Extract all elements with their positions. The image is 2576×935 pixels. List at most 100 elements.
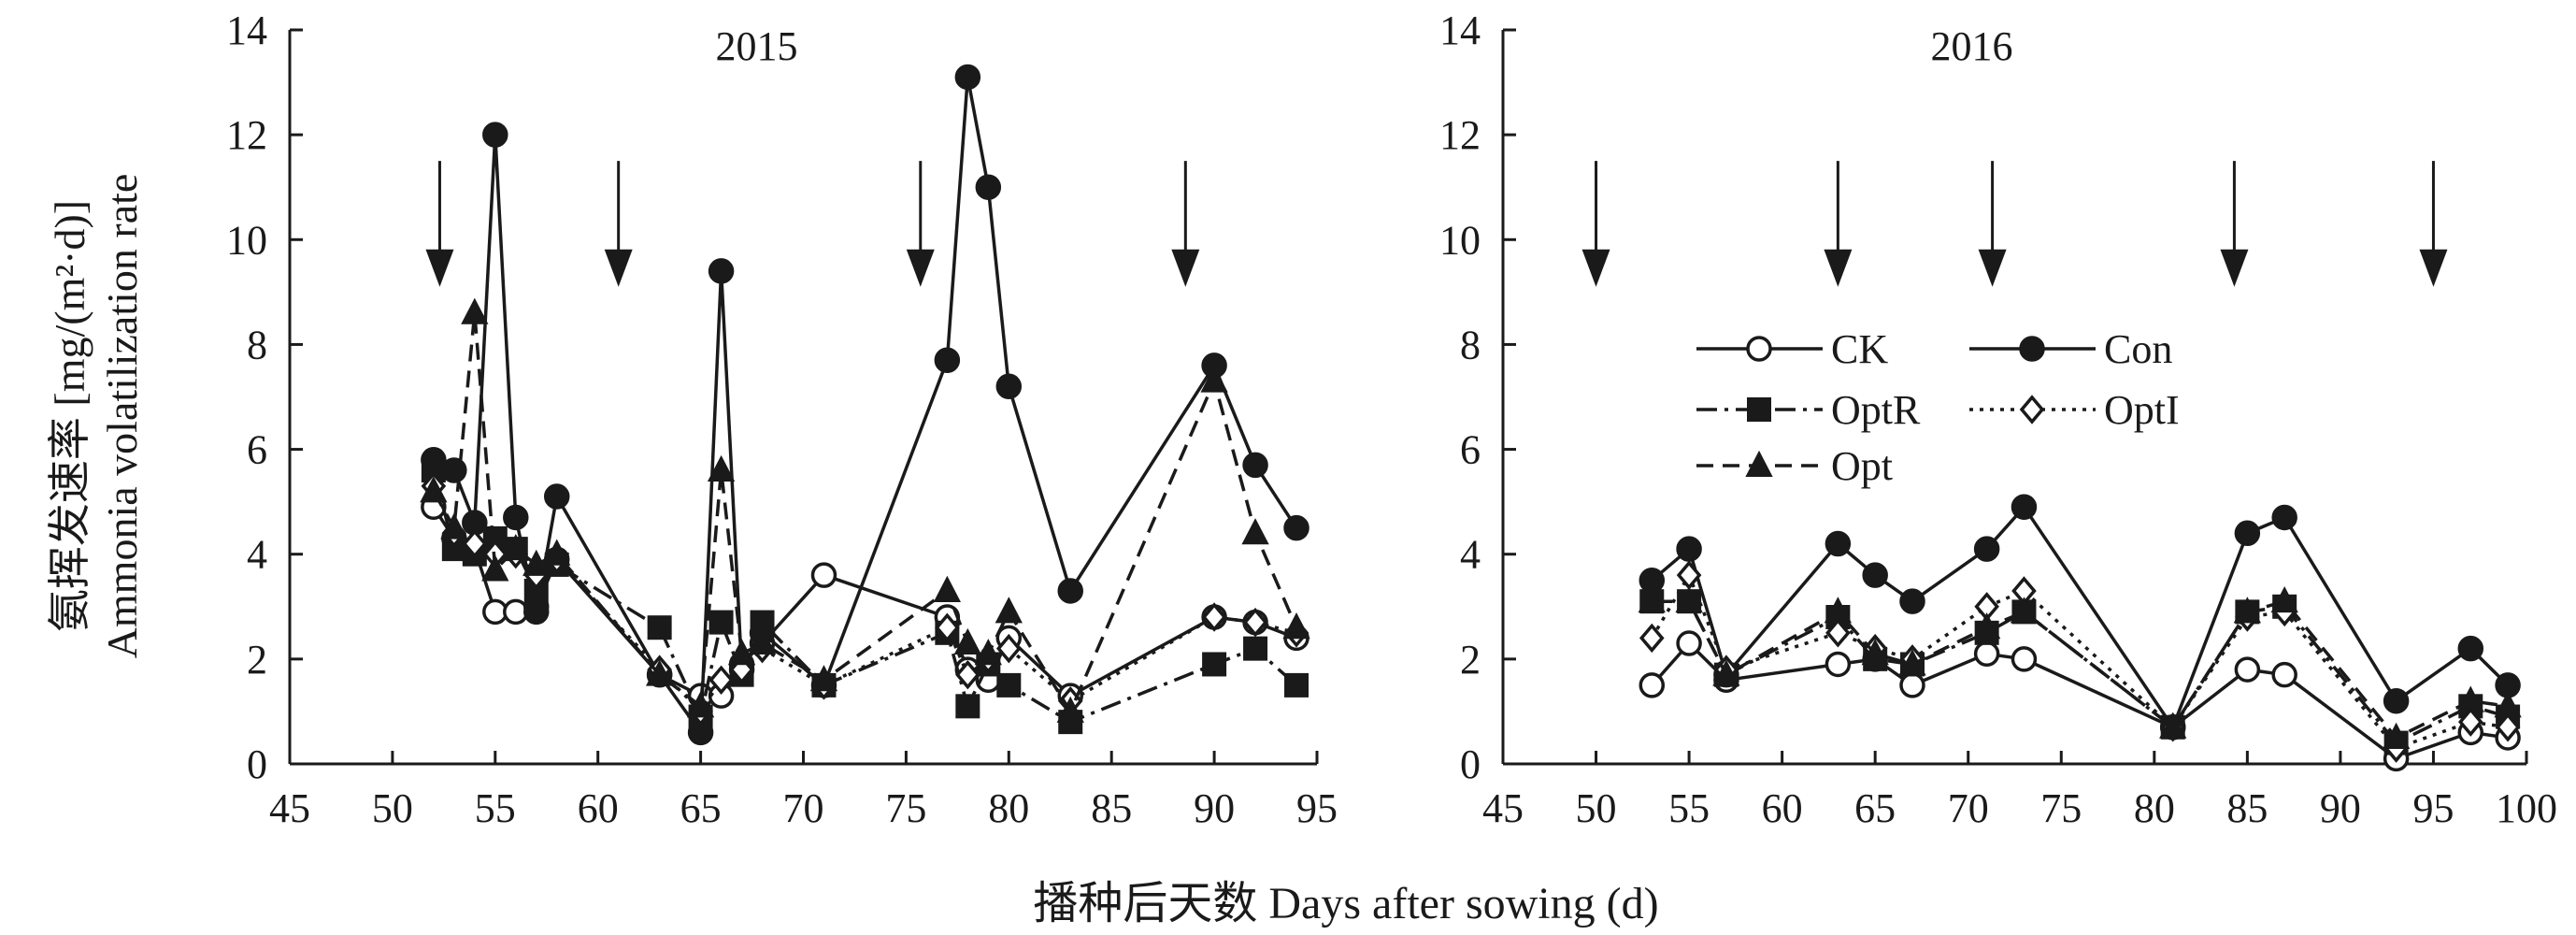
data-point-opt <box>1898 649 1926 676</box>
data-point-opti <box>1242 607 1268 638</box>
data-point-opt <box>1056 696 1084 723</box>
x-tick-label: 60 <box>1762 785 1803 831</box>
data-point-con <box>934 347 961 373</box>
data-point-con <box>1899 588 1925 614</box>
data-point-ck <box>1899 672 1925 698</box>
y-tick-label: 4 <box>247 532 267 578</box>
data-point-opt <box>933 575 962 602</box>
data-point-con <box>2457 635 2484 662</box>
data-point-con <box>995 373 1023 400</box>
x-tick-label: 45 <box>269 785 310 831</box>
data-point-opt <box>543 539 571 566</box>
y-tick-label: 12 <box>226 112 267 158</box>
data-point-opti <box>2495 712 2521 742</box>
data-point-con <box>1676 536 1702 562</box>
data-point-opt <box>1712 659 1740 686</box>
x-tick-label: 70 <box>783 785 824 831</box>
series-line-opti <box>1650 573 2509 750</box>
data-point-opti <box>1201 602 1227 632</box>
y-tick-label: 6 <box>247 427 267 473</box>
data-point-opt <box>1282 612 1310 640</box>
series-line-ck <box>1650 641 2509 761</box>
series-con <box>421 64 1309 746</box>
data-point-opt <box>2159 712 2187 739</box>
x-tick-label: 70 <box>1948 785 1989 831</box>
data-point-opt <box>686 691 715 718</box>
x-tick-label: 80 <box>2134 785 2175 831</box>
data-point-con <box>1862 562 1888 588</box>
data-point-ck <box>1639 672 1666 698</box>
fertilization-arrow-head <box>906 249 935 287</box>
data-point-con <box>2271 504 2297 531</box>
data-point-opti <box>955 659 980 690</box>
data-point-optr <box>647 615 672 640</box>
y-tick-label: 0 <box>247 741 267 787</box>
series-line-opt <box>432 311 1298 713</box>
y-tick-label: 12 <box>1439 112 1481 158</box>
x-tick-label: 50 <box>1576 785 1617 831</box>
y-tick-label: 14 <box>1439 7 1481 53</box>
x-tick-label: 80 <box>988 785 1029 831</box>
series-line-optr <box>1652 599 2509 745</box>
series-line-con <box>1651 505 2510 729</box>
legend-marker-con <box>2019 336 2045 362</box>
data-point-opti <box>935 612 960 642</box>
data-point-ck <box>2011 646 2038 672</box>
data-point-ck <box>1825 651 1852 678</box>
panel-2015: 0 2 4 6 8 10 12 14 45 50 55 60 65 70 75 80 85 90 95 2015 <box>226 7 1338 831</box>
y-tick-label: 2 <box>1460 637 1481 683</box>
x-tick-label: 45 <box>1482 785 1524 831</box>
legend-label-con: Con <box>2104 326 2172 372</box>
fertilization-arrow-head <box>1171 249 1200 287</box>
data-point-con <box>975 174 1002 200</box>
data-point-con <box>1825 530 1852 557</box>
legend-label-optr: OptR <box>1831 387 1921 433</box>
data-point-opt <box>2233 597 2262 624</box>
legend-marker-optr <box>1747 397 1771 422</box>
data-point-con <box>1057 578 1083 604</box>
data-point-optr <box>1243 636 1268 661</box>
x-tick-label: 50 <box>372 785 413 831</box>
series-line-con <box>433 75 1298 735</box>
data-point-opt <box>974 639 1002 666</box>
x-axis-label: 播种后天数 Days after sowing (d) <box>1033 879 1658 928</box>
x-tick-label: 65 <box>680 785 722 831</box>
x-tick-label: 55 <box>1668 785 1710 831</box>
data-point-opt <box>2382 722 2411 749</box>
data-point-opt <box>645 659 674 686</box>
data-point-opt <box>1972 612 2001 640</box>
y-axis-label-chinese: 氨挥发速率 [mg/(m²·d)] <box>46 200 93 632</box>
data-point-opt <box>748 627 777 655</box>
data-point-optr <box>1284 672 1309 698</box>
data-point-opt <box>1675 586 1703 613</box>
x-tick-label: 100 <box>2496 785 2557 831</box>
data-point-con <box>482 122 508 148</box>
x-tick-label: 75 <box>885 785 926 831</box>
data-point-con <box>1242 452 1268 479</box>
series-ck <box>421 494 1309 709</box>
data-point-ck <box>1973 640 2000 667</box>
panel-title: 2016 <box>1931 23 2013 69</box>
fertilization-arrow-head <box>425 249 454 287</box>
x-tick-label: 95 <box>2412 785 2454 831</box>
data-point-opti <box>1639 623 1665 654</box>
y-axis-label-english: Ammonia volatilization rate <box>98 174 146 659</box>
data-point-ck <box>810 562 837 588</box>
data-point-con <box>503 504 529 531</box>
fertilization-arrow-head <box>2220 249 2249 287</box>
legend-label-opti: OptI <box>2104 387 2180 433</box>
y-tick-label: 6 <box>1460 427 1481 473</box>
data-point-opt <box>2494 691 2522 718</box>
y-tick-label: 10 <box>226 217 267 263</box>
data-point-opt <box>995 597 1023 624</box>
fertilization-arrow-head <box>1581 249 1610 287</box>
legend-label-opt: Opt <box>1831 443 1893 489</box>
y-tick-label: 8 <box>247 322 267 367</box>
data-point-opt <box>1638 586 1666 613</box>
data-point-ck <box>2234 656 2261 683</box>
data-point-con <box>2383 687 2410 714</box>
panel-2016: 0 2 4 6 8 10 12 14 45 50 55 60 65 70 75 80 85 90 95 100 2016 <box>1439 7 2557 831</box>
series-opt <box>1638 586 2522 749</box>
data-point-opt <box>1200 366 1228 393</box>
data-point-opt <box>2010 597 2039 624</box>
